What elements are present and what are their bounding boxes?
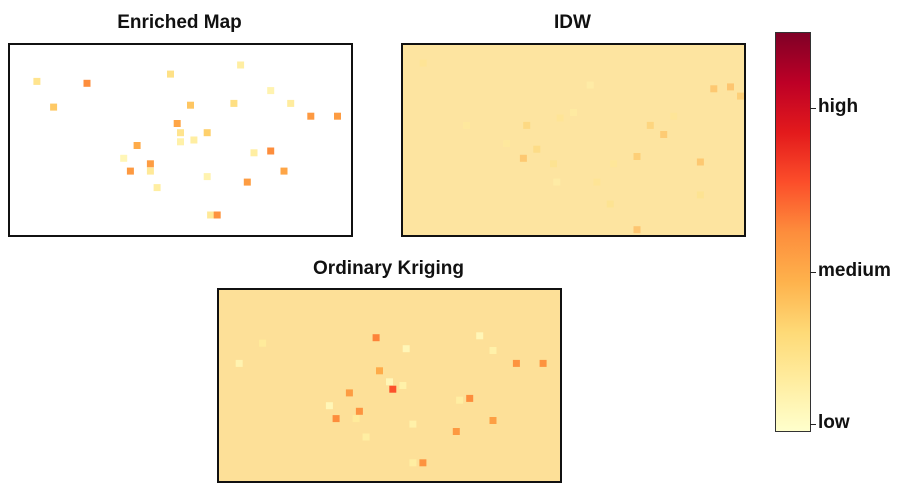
heatmap-cell xyxy=(146,160,154,168)
idw-map-panel xyxy=(401,43,746,237)
heatmap-cell xyxy=(399,382,407,389)
heatmap-cell xyxy=(523,121,531,129)
heatmap-cell xyxy=(267,147,275,155)
heatmap-cell xyxy=(146,167,154,175)
heatmap-cell xyxy=(120,154,128,162)
heatmap-cell xyxy=(503,140,511,148)
heatmap-cell xyxy=(177,138,184,146)
heatmap-cell xyxy=(362,433,370,441)
heatmap-cell xyxy=(287,99,295,107)
heatmap-cell xyxy=(409,420,417,428)
heatmap-cell xyxy=(325,402,333,410)
heatmap-cell xyxy=(419,59,427,67)
heatmap-cell xyxy=(33,77,41,85)
heatmap-svg xyxy=(419,59,744,234)
heatmap-cell xyxy=(334,112,341,120)
heatmap-cell xyxy=(476,332,484,340)
heatmap-cell xyxy=(452,428,460,435)
heatmap-cell xyxy=(213,211,221,219)
heatmap-cell xyxy=(553,178,561,186)
heatmap-cell xyxy=(556,114,564,122)
colorbar-tick xyxy=(810,272,816,273)
heatmap-cell xyxy=(489,347,497,354)
heatmap-cell xyxy=(419,459,427,467)
heatmap-cell xyxy=(586,81,594,89)
heatmap-cell xyxy=(727,83,734,91)
heatmap-cell xyxy=(539,359,547,367)
enriched-map-title: Enriched Map xyxy=(117,12,242,33)
heatmap-cell xyxy=(489,417,497,424)
heatmap-cell xyxy=(372,334,380,342)
heatmap-cell xyxy=(187,101,194,109)
colorbar-label-medium: medium xyxy=(818,260,891,281)
heatmap-cell xyxy=(737,92,744,100)
ordinary-kriging-map-panel xyxy=(217,288,562,483)
heatmap-svg xyxy=(235,332,547,467)
heatmap-cell xyxy=(355,407,363,415)
heatmap-cell xyxy=(267,87,275,95)
heatmap-cell xyxy=(610,160,618,168)
heatmap-cell xyxy=(332,415,340,423)
enriched-map-panel xyxy=(8,43,353,237)
heatmap-cell xyxy=(389,385,397,393)
heatmap-cell xyxy=(646,121,654,129)
heatmap-cell xyxy=(409,459,417,467)
heatmap-cell xyxy=(177,129,184,137)
heatmap-cell xyxy=(83,79,91,87)
colorbar-tick xyxy=(810,108,816,109)
heatmap-cell xyxy=(250,149,258,157)
heatmap-cell xyxy=(463,121,471,129)
heatmap-cell xyxy=(456,396,464,404)
heatmap-cell xyxy=(153,184,161,192)
heatmap-cell xyxy=(237,61,245,69)
heatmap-cell xyxy=(345,389,353,397)
heatmap-svg xyxy=(33,61,341,219)
heatmap-cell xyxy=(660,131,668,138)
heatmap-cell xyxy=(519,154,527,162)
heatmap-cell xyxy=(133,142,141,149)
heatmap-cell xyxy=(402,345,410,353)
heatmap-cell xyxy=(352,415,360,423)
heatmap-cell xyxy=(533,145,541,153)
colorbar-tick xyxy=(810,424,816,425)
heatmap-cell xyxy=(633,226,641,234)
heatmap-cell xyxy=(386,378,393,386)
ordinary-kriging-title: Ordinary Kriging xyxy=(313,258,464,279)
heatmap-cell xyxy=(207,211,215,219)
heatmap-cell xyxy=(696,158,704,166)
heatmap-cell xyxy=(670,112,678,120)
heatmap-cell xyxy=(550,160,557,168)
colorbar-label-high: high xyxy=(818,96,859,117)
heatmap-cell xyxy=(512,359,520,367)
heatmap-cell xyxy=(126,167,134,175)
heatmap-cell xyxy=(376,367,383,375)
heatmap-cell xyxy=(50,103,58,111)
heatmap-cell xyxy=(280,167,288,175)
heatmap-cell xyxy=(696,191,704,199)
heatmap-cell xyxy=(203,129,211,137)
heatmap-cell xyxy=(230,99,238,107)
heatmap-cell xyxy=(235,359,243,367)
heatmap-cell xyxy=(593,178,601,186)
heatmap-cell xyxy=(710,85,718,93)
heatmap-cell xyxy=(259,339,267,347)
heatmap-cell xyxy=(633,153,641,160)
heatmap-cell xyxy=(190,136,198,144)
heatmap-cell xyxy=(203,173,211,181)
heatmap-cell xyxy=(307,112,315,120)
colorbar xyxy=(775,32,811,432)
heatmap-cell xyxy=(173,120,181,127)
idw-title: IDW xyxy=(554,12,591,33)
heatmap-cell xyxy=(606,200,614,208)
heatmap-cell xyxy=(570,109,577,116)
heatmap-cell xyxy=(466,394,474,402)
colorbar-label-low: low xyxy=(818,412,850,433)
heatmap-cell xyxy=(243,178,251,186)
heatmap-cell xyxy=(167,70,174,78)
